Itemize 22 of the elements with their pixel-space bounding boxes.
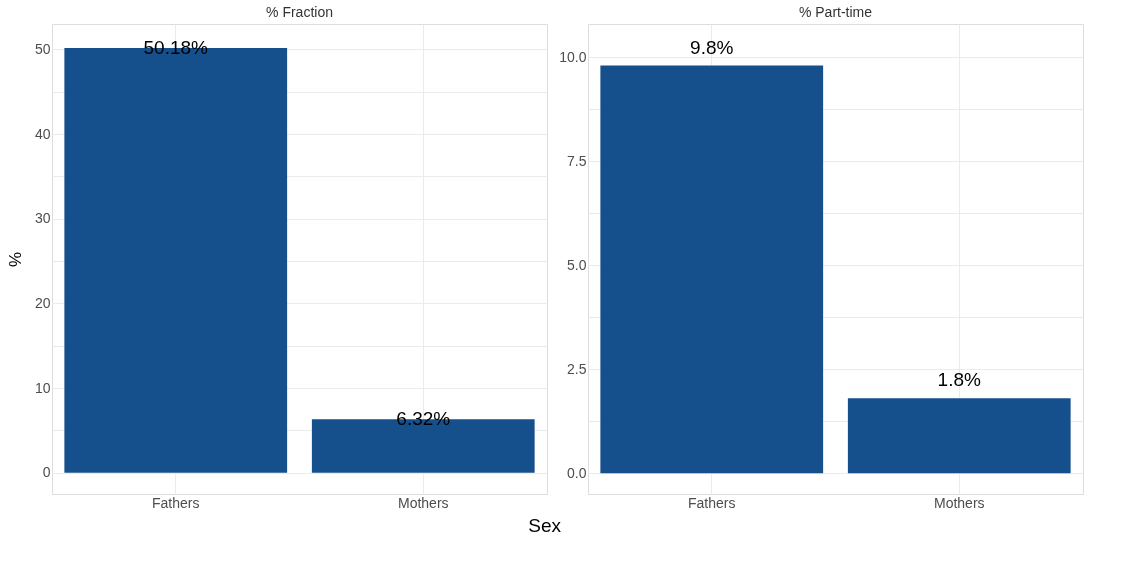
y-tick-label: 5.0	[567, 256, 587, 273]
chart-title: % Part-time	[798, 4, 873, 20]
data-label: 9.8%	[690, 36, 734, 58]
y-tick-label: 7.5	[567, 152, 587, 169]
y-tick-label: 10	[34, 379, 51, 396]
data-label: 1.8%	[937, 369, 982, 391]
y-tick-label: 40	[34, 125, 51, 142]
y-tick-label: 2.5	[567, 360, 587, 377]
x-tick-label: Fathers	[688, 494, 736, 511]
y-tick-label: 20	[34, 294, 51, 311]
y-tick-label: 50	[34, 40, 51, 57]
chart-title: % Fraction	[266, 4, 333, 20]
x-tick-label: Mothers	[933, 494, 985, 511]
y-axis-title: %	[5, 251, 25, 268]
data-label: 50.18%	[143, 36, 209, 58]
y-tick-label: 0	[42, 464, 51, 481]
y-tick-label: 30	[34, 210, 51, 227]
y-tick-label: 0.0	[567, 464, 587, 481]
x-tick-label: Mothers	[397, 494, 449, 511]
y-tick-label: 10.0	[559, 48, 587, 65]
x-tick-label: Fathers	[152, 494, 200, 511]
x-axis-title: Sex	[528, 514, 562, 536]
